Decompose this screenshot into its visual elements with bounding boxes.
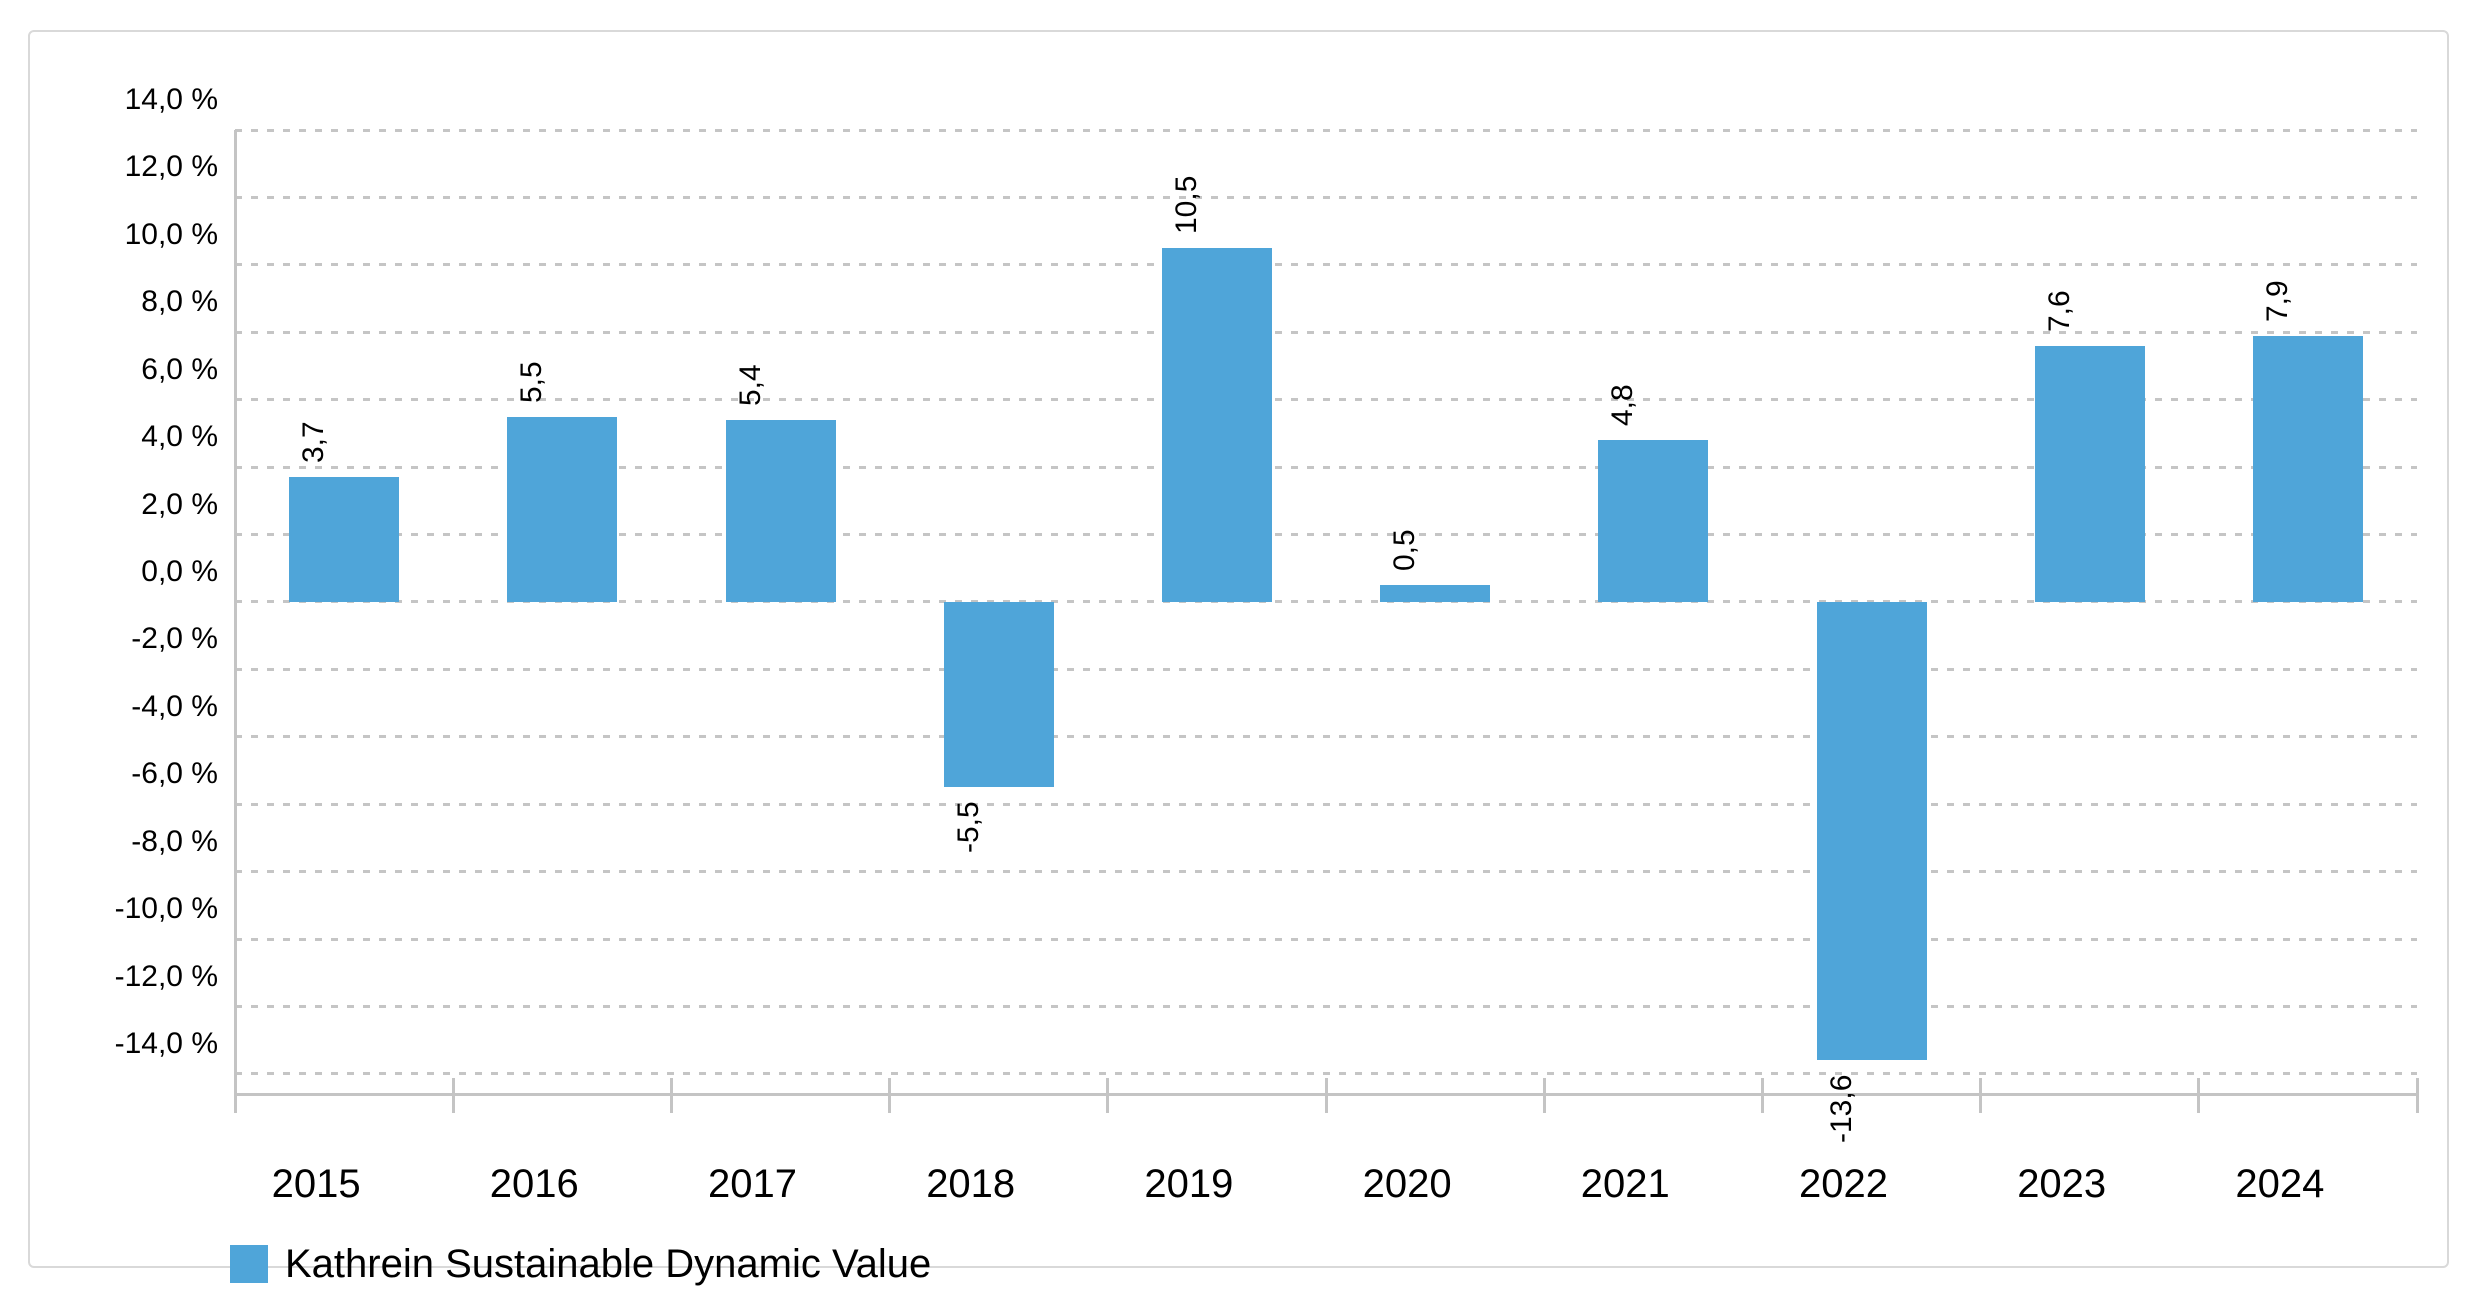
- y-tick-label--12: -12,0 %: [114, 959, 218, 993]
- gridline--4: [235, 735, 2417, 739]
- y-tick-label--10: -10,0 %: [114, 892, 218, 926]
- bar-2019: [1161, 247, 1272, 602]
- x-axis-tick: [2415, 1078, 2419, 1113]
- bar-value-label-2017: 5,4: [733, 364, 767, 406]
- gridline--6: [235, 802, 2417, 806]
- gridline--14: [235, 1072, 2417, 1076]
- gridline-10: [235, 263, 2417, 267]
- bar-2017: [725, 419, 836, 602]
- x-axis-tick: [2197, 1078, 2201, 1113]
- y-tick-label--4: -4,0 %: [131, 689, 218, 723]
- y-tick-label-10: 10,0 %: [124, 217, 218, 251]
- legend: Kathrein Sustainable Dynamic Value: [230, 1242, 931, 1286]
- y-tick-label--6: -6,0 %: [131, 757, 218, 791]
- x-axis-tick: [1324, 1078, 1328, 1113]
- chart-card: 3,7 5,5 5,4 -5,5 10,5 0,5 4,8 -13,6 7,6 7,9 14,0 …: [28, 30, 2449, 1286]
- y-axis-line: [234, 130, 237, 1113]
- x-tick-label-2015: 2015: [271, 1162, 361, 1206]
- x-tick-label-2023: 2023: [2017, 1162, 2107, 1206]
- gridline--8: [235, 870, 2417, 874]
- x-axis-tick: [1979, 1078, 1983, 1113]
- bar-2016: [507, 416, 618, 602]
- gridline--10: [235, 937, 2417, 941]
- y-tick-label-4: 4,0 %: [141, 420, 218, 454]
- bar-value-label-2023: 7,6: [2042, 290, 2076, 332]
- y-tick-label--2: -2,0 %: [131, 622, 218, 656]
- bar-value-label-2018: -5,5: [951, 801, 985, 854]
- x-axis-tick: [669, 1078, 673, 1113]
- bar-2018: [943, 601, 1054, 788]
- bar-2023: [2034, 345, 2145, 602]
- x-tick-label-2021: 2021: [1580, 1162, 1670, 1206]
- y-tick-label-0: 0,0 %: [141, 554, 218, 588]
- x-tick-label-2018: 2018: [926, 1162, 1016, 1206]
- gridline-2: [235, 533, 2417, 537]
- bar-value-label-2019: 10,5: [1169, 175, 1203, 234]
- y-tick-label-2: 2,0 %: [141, 487, 218, 521]
- x-tick-label-2022: 2022: [1799, 1162, 1888, 1206]
- bar-value-label-2021: 4,8: [1606, 384, 1640, 427]
- bar-2022: [1816, 601, 1927, 1061]
- y-tick-label--8: -8,0 %: [131, 824, 218, 858]
- legend-color-swatch: [230, 1245, 268, 1283]
- y-tick-label-6: 6,0 %: [141, 352, 218, 386]
- bar-value-label-2024: 7,9: [2260, 279, 2294, 322]
- bar-2021: [1598, 440, 1709, 602]
- bar-2020: [1380, 585, 1491, 602]
- x-axis-tick: [1106, 1078, 1110, 1113]
- bar-value-label-2020: 0,5: [1388, 529, 1422, 572]
- plot-area: 3,7 5,5 5,4 -5,5 10,5 0,5 4,8 -13,6 7,6 7,9: [234, 128, 2419, 1143]
- gridline-14: [235, 128, 2417, 132]
- gridline-12: [235, 195, 2417, 199]
- x-axis-tick: [888, 1078, 892, 1113]
- legend-series-label: Kathrein Sustainable Dynamic Value: [285, 1242, 932, 1286]
- y-tick-label-8: 8,0 %: [141, 285, 218, 319]
- x-axis-tick: [451, 1078, 455, 1113]
- x-tick-label-2016: 2016: [489, 1162, 579, 1206]
- x-axis-tick: [1760, 1078, 1764, 1113]
- bar-2015: [289, 477, 400, 602]
- x-tick-label-2017: 2017: [708, 1162, 797, 1206]
- gridline-0: [235, 600, 2417, 604]
- gridline-8: [235, 330, 2417, 334]
- bar-2024: [2252, 335, 2363, 602]
- gridline--2: [235, 667, 2417, 671]
- x-tick-label-2024: 2024: [2235, 1162, 2325, 1206]
- x-tick-label-2019: 2019: [1144, 1162, 1234, 1206]
- y-tick-label--14: -14,0 %: [114, 1026, 218, 1060]
- bar-value-label-2022: -13,6: [1824, 1074, 1858, 1143]
- x-axis-tick: [1542, 1078, 1546, 1113]
- y-tick-label-14: 14,0 %: [124, 83, 218, 116]
- gridline-4: [235, 465, 2417, 469]
- x-tick-label-2020: 2020: [1362, 1162, 1452, 1206]
- gridline--12: [235, 1005, 2417, 1009]
- y-tick-label-12: 12,0 %: [124, 150, 218, 184]
- gridline-6: [235, 398, 2417, 402]
- bar-value-label-2015: 3,7: [297, 421, 331, 464]
- bar-value-label-2016: 5,5: [515, 360, 549, 403]
